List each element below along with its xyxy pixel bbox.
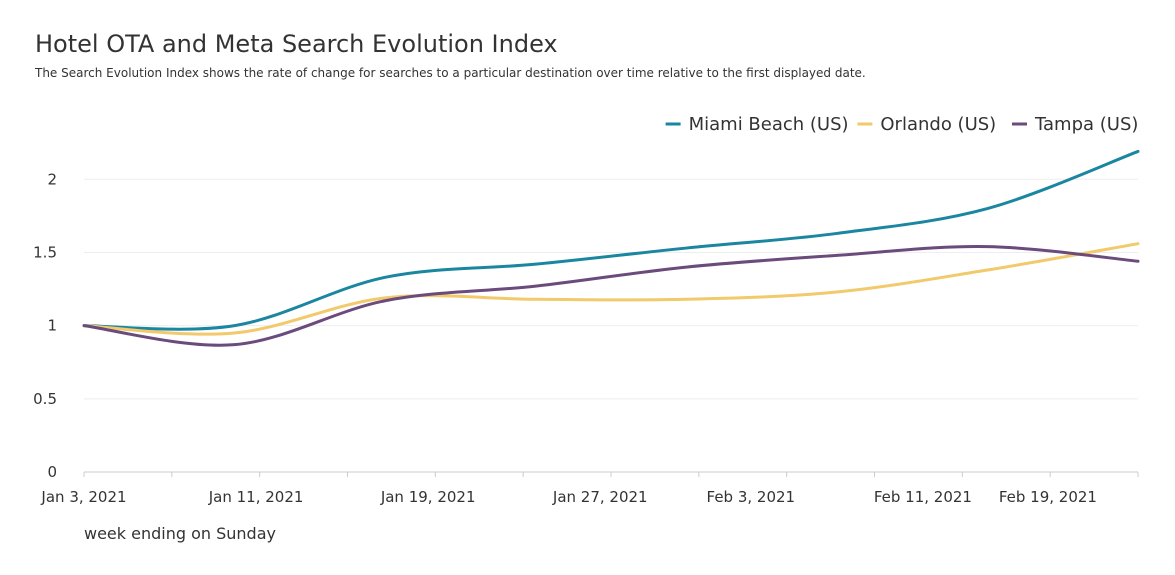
x-axis: Jan 3, 2021 Jan 11, 2021 Jan 19, 2021 Jan 2…: [40, 472, 1139, 506]
chart-title: Hotel OTA and Meta Search Evolution Inde…: [35, 30, 558, 58]
x-tick-label: Feb 11, 2021: [874, 488, 972, 506]
y-tick-label: 0: [47, 463, 57, 481]
chart-subtitle: The Search Evolution Index shows the rat…: [35, 66, 866, 80]
x-axis-label: week ending on Sunday: [84, 524, 276, 543]
x-tick-label: Jan 19, 2021: [380, 488, 476, 506]
x-tick-label: Jan 3, 2021: [40, 488, 126, 506]
y-tick-label: 2: [47, 170, 57, 188]
legend-label-miami-beach-us: Miami Beach (US): [689, 114, 849, 135]
legend-label-orlando-us: Orlando (US): [880, 114, 996, 135]
series-lines: [82, 149, 1140, 347]
x-tick-label: Jan 27, 2021: [552, 488, 648, 506]
series-line-miami-beach-us: [82, 149, 1140, 331]
x-tick-label: Feb 19, 2021: [999, 488, 1097, 506]
x-tick-label: Feb 3, 2021: [707, 488, 796, 506]
series-line-tampa-us: [82, 245, 1140, 347]
y-tick-label: 0.5: [33, 390, 57, 408]
y-tick-label: 1: [47, 317, 57, 335]
legend: Miami Beach (US) Orlando (US) Tampa (US): [665, 114, 1138, 135]
series-line-orlando-us: [82, 242, 1140, 336]
y-axis: 0 0.5 1 1.5 2: [33, 170, 57, 481]
y-tick-label: 1.5: [33, 243, 57, 261]
x-tick-label: Jan 11, 2021: [208, 488, 304, 506]
legend-label-tampa-us: Tampa (US): [1034, 114, 1138, 135]
